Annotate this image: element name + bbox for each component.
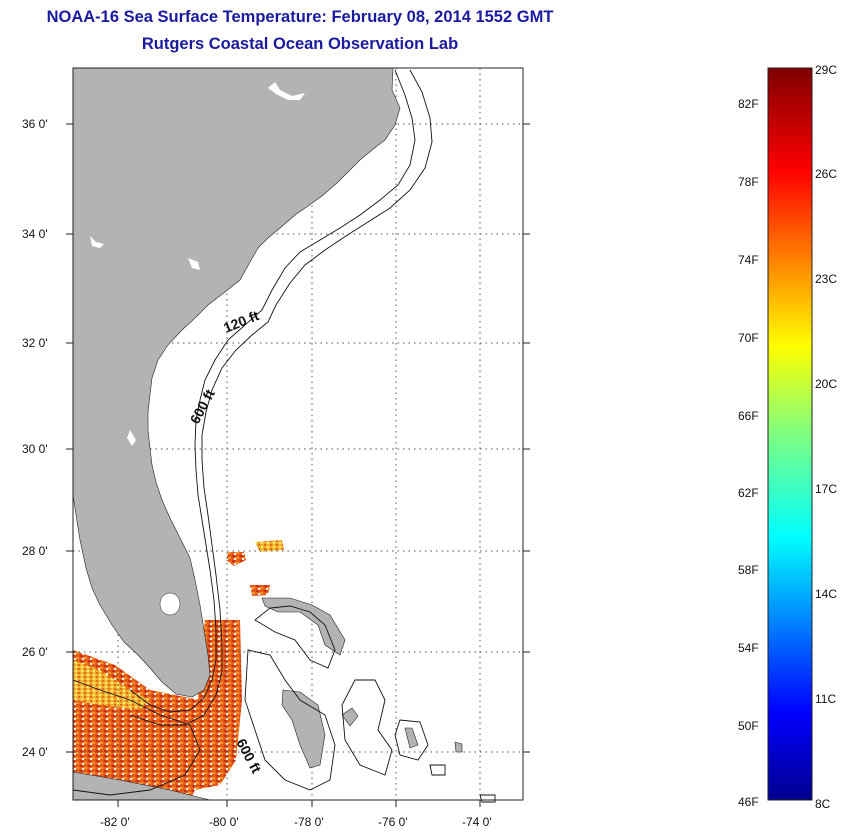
colorbar-f-label: 54F (738, 641, 759, 655)
colorbar-f-label: 70F (738, 331, 759, 345)
lon-label: -76 0' (378, 815, 408, 829)
map-subtitle: Rutgers Coastal Ocean Observation Lab (141, 35, 459, 53)
contour-label-600ft-bahamas: 600 ft (233, 736, 264, 776)
colorbar-c-label: 23C (815, 272, 837, 286)
lat-label: 26 0' (22, 645, 48, 659)
bathymetry-contours (72, 69, 496, 803)
colorbar-f-label: 78F (738, 175, 759, 189)
lat-label: 30 0' (22, 442, 48, 456)
colorbar-c-label: 26C (815, 167, 837, 181)
lat-label: 36 0' (22, 117, 48, 131)
colorbar-fahrenheit-labels: 82F 78F 74F 70F 66F 62F 58F 54F 50F 46F (738, 97, 759, 809)
colorbar-c-label: 8C (815, 797, 831, 811)
colorbar-f-label: 58F (738, 563, 759, 577)
colorbar-f-label: 74F (738, 253, 759, 267)
lon-label: -74 0' (462, 815, 492, 829)
colorbar-c-label: 20C (815, 377, 837, 391)
latitude-labels: 36 0' 34 0' 32 0' 30 0' 28 0' 26 0' 24 0… (22, 117, 48, 759)
lon-label: -80 0' (209, 815, 239, 829)
colorbar-celsius-labels: 29C 26C 23C 20C 17C 14C 11C 8C (815, 63, 837, 811)
colorbar-f-label: 50F (738, 719, 759, 733)
lat-label: 28 0' (22, 544, 48, 558)
colorbar-c-label: 11C (815, 692, 836, 706)
lat-label: 32 0' (22, 336, 48, 350)
colorbar-c-label: 14C (815, 587, 837, 601)
map-ticks (66, 123, 530, 807)
colorbar-f-label: 62F (738, 486, 759, 500)
longitude-labels: -82 0' -80 0' -78 0' -76 0' -74 0' (100, 815, 492, 829)
lon-label: -82 0' (100, 815, 130, 829)
lat-label: 24 0' (22, 745, 48, 759)
colorbar (767, 67, 813, 801)
colorbar-c-label: 17C (815, 482, 837, 496)
colorbar-f-label: 82F (738, 97, 759, 111)
colorbar-f-label: 46F (738, 795, 759, 809)
map-title: NOAA-16 Sea Surface Temperature: Februar… (46, 8, 554, 26)
colorbar-f-label: 66F (738, 409, 759, 423)
colorbar-c-label: 29C (815, 63, 837, 77)
lake-okeechobee (159, 592, 181, 616)
map-frame (72, 67, 524, 801)
lon-label: -78 0' (294, 815, 324, 829)
contour-label-600ft: 600 ft (187, 386, 218, 426)
lat-label: 34 0' (22, 227, 48, 241)
inland-water (268, 82, 305, 100)
land-us-mainland (72, 67, 401, 698)
land-bahamas (261, 597, 463, 769)
